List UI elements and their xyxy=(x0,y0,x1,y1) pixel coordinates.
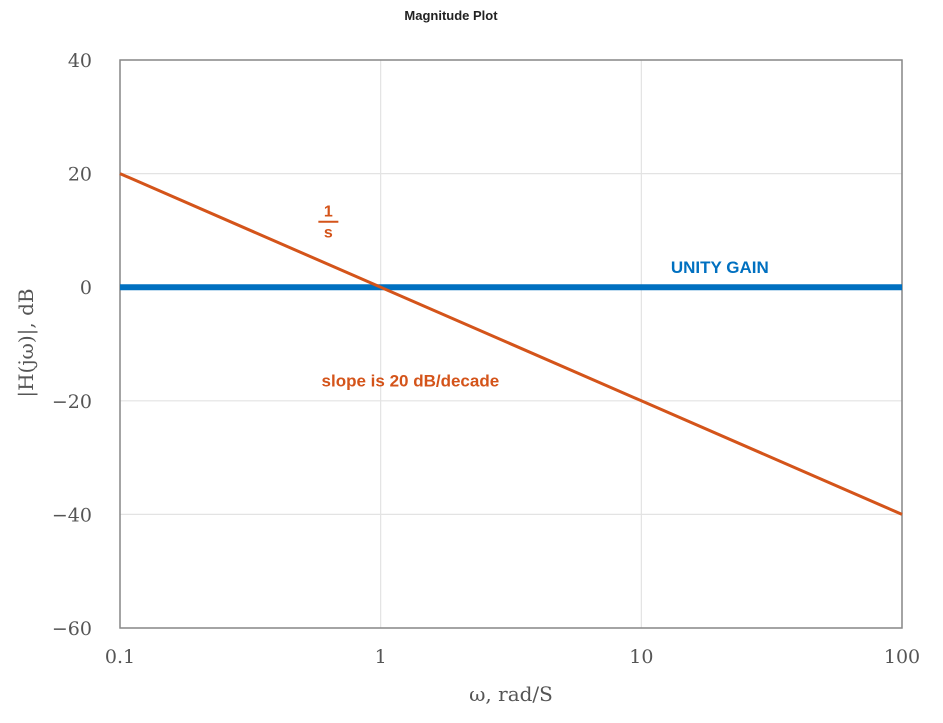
fraction-numerator: 1 xyxy=(324,204,333,221)
tick-labels: 40 20 0 −20 −40 −60 0.1 1 10 100 xyxy=(52,50,920,668)
x-tick-label: 1 xyxy=(375,646,387,668)
integrator-line xyxy=(119,172,903,516)
y-tick-label: 40 xyxy=(68,50,92,72)
y-tick-label: −60 xyxy=(52,618,92,640)
y-tick-label: 0 xyxy=(80,277,92,299)
y-axis-label: |H(jω)|, dB xyxy=(14,288,39,397)
chart-title: Magnitude Plot xyxy=(404,8,498,23)
unity-gain-label: UNITY GAIN xyxy=(671,258,769,277)
fraction-denominator: s xyxy=(324,225,333,242)
x-axis-label: ω, rad/S xyxy=(469,682,553,706)
y-tick-label: 20 xyxy=(68,164,92,186)
y-tick-label: −40 xyxy=(52,504,92,526)
y-tick-label: −20 xyxy=(52,391,92,413)
series-layer xyxy=(119,172,903,516)
x-tick-label: 0.1 xyxy=(105,646,135,668)
integrator-fraction-label: 1s xyxy=(318,204,339,242)
plot-frame xyxy=(119,59,903,629)
x-tick-label: 10 xyxy=(629,646,653,668)
slope-label: slope is 20 dB/decade xyxy=(322,372,500,391)
x-tick-label: 100 xyxy=(884,646,920,668)
